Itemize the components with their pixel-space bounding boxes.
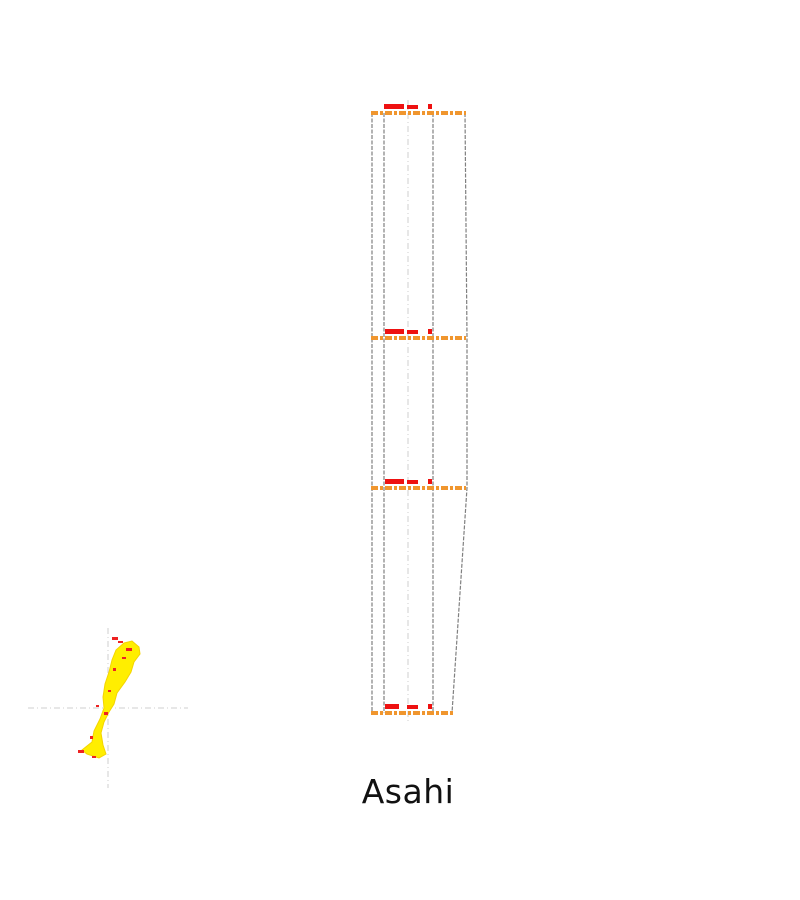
floor-level-3 xyxy=(371,479,466,490)
footprint-edge-marks xyxy=(78,637,132,758)
floor-level-1 xyxy=(371,104,466,115)
elevation-view xyxy=(371,100,468,724)
building-name-caption: Asahi xyxy=(361,772,455,811)
floor-level-2 xyxy=(371,329,466,340)
floor-level-4 xyxy=(371,704,453,715)
building-footprint xyxy=(81,640,141,759)
plan-view xyxy=(28,628,188,788)
elevation-outline xyxy=(371,112,468,714)
